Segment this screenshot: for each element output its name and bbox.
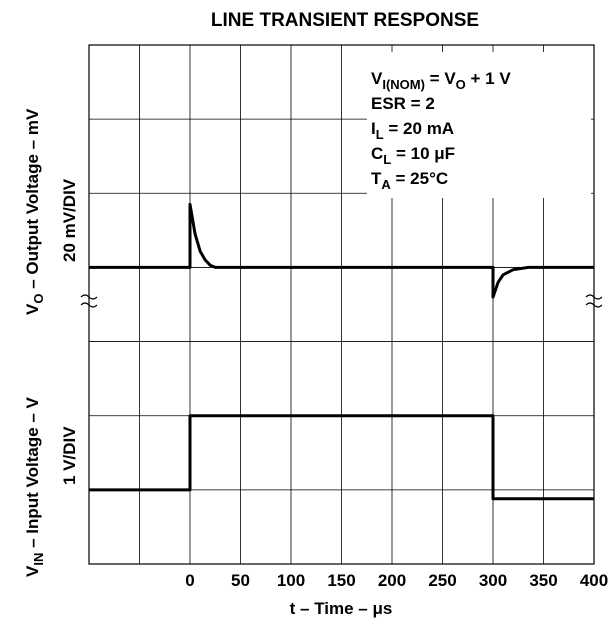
x-axis-label: t – Time – μs [290, 599, 393, 618]
x-tick-label: 150 [327, 571, 355, 590]
svg-text:1 V/DIV: 1 V/DIV [60, 426, 79, 485]
chart-title: LINE TRANSIENT RESPONSE [211, 10, 479, 31]
conditions-background [367, 52, 591, 198]
series-layer [89, 202, 594, 501]
x-tick-label: 250 [428, 571, 456, 590]
condition-line: CL = 10 μF [371, 144, 455, 167]
x-tick-label: 100 [277, 571, 305, 590]
axis-break-left [80, 294, 98, 308]
condition-line: IL = 20 mA [371, 119, 454, 142]
y-scale-output: 20 mV/DIV [60, 178, 79, 262]
condition-line: ESR = 2 [371, 94, 435, 113]
condition-line: TA = 25°C [371, 169, 448, 192]
series-input-voltage [89, 414, 594, 501]
svg-text:VIN – Input Voltage – V: VIN – Input Voltage – V [23, 396, 46, 577]
series-output-voltage [89, 202, 594, 299]
x-tick-label: 0 [185, 571, 194, 590]
x-tick-label: 350 [529, 571, 557, 590]
y-scale-input: 1 V/DIV [60, 426, 79, 485]
condition-line: VI(NOM) = VO + 1 V [371, 69, 511, 92]
x-tick-label: 200 [378, 571, 406, 590]
x-tick-label: 50 [231, 571, 250, 590]
x-tick-label: 400 [580, 571, 608, 590]
axis-break-right [585, 294, 603, 308]
y-axis-label-input: VIN – Input Voltage – V [23, 396, 46, 577]
svg-text:VO – Output Voltage – mV: VO – Output Voltage – mV [23, 108, 46, 315]
y-axis-label-output: VO – Output Voltage – mV [23, 108, 46, 315]
x-tick-labels: 0 50 100 150 200 250 300 350 400 [185, 571, 608, 590]
svg-text:20 mV/DIV: 20 mV/DIV [60, 178, 79, 262]
x-tick-label: 300 [479, 571, 507, 590]
